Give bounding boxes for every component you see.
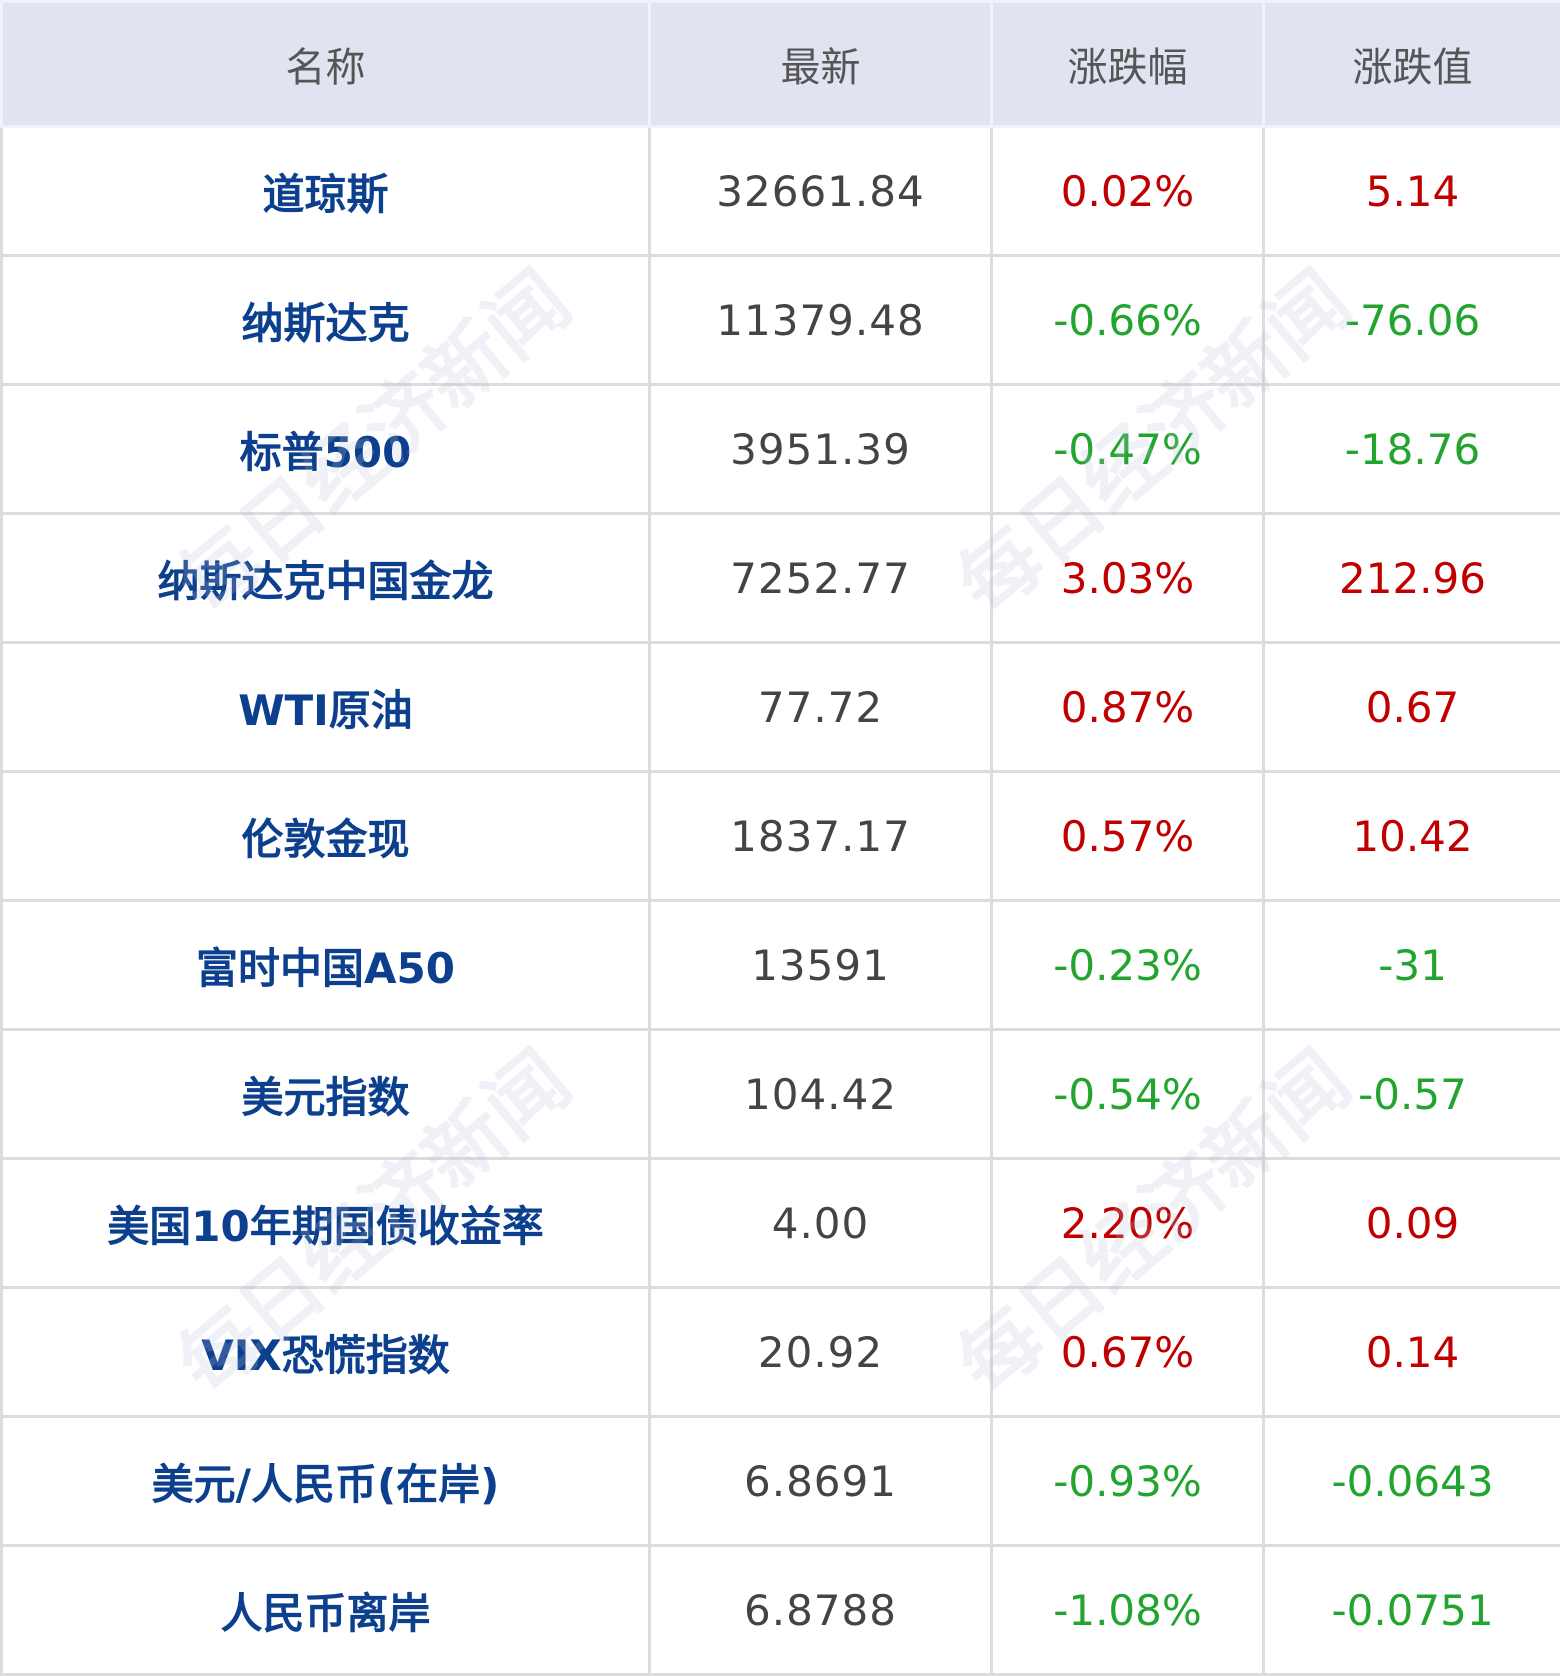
instrument-name: 富时中国A50 <box>2 901 650 1030</box>
last-price: 32661.84 <box>650 127 992 256</box>
last-price: 11379.48 <box>650 256 992 385</box>
header-change-pct: 涨跌幅 <box>992 2 1264 127</box>
last-price: 7252.77 <box>650 514 992 643</box>
change-value: 0.09 <box>1264 1159 1560 1288</box>
change-pct: -1.08% <box>992 1546 1264 1675</box>
change-value: -0.0751 <box>1264 1546 1560 1675</box>
instrument-name: 道琼斯 <box>2 127 650 256</box>
change-pct: -0.66% <box>992 256 1264 385</box>
change-value: -18.76 <box>1264 385 1560 514</box>
change-pct: 3.03% <box>992 514 1264 643</box>
change-value: -0.57 <box>1264 1030 1560 1159</box>
last-price: 20.92 <box>650 1288 992 1417</box>
last-price: 6.8788 <box>650 1546 992 1675</box>
instrument-name: WTI原油 <box>2 643 650 772</box>
table-row: 美元/人民币(在岸)6.8691-0.93%-0.0643 <box>2 1417 1560 1546</box>
last-price: 77.72 <box>650 643 992 772</box>
change-value: 5.14 <box>1264 127 1560 256</box>
last-price: 3951.39 <box>650 385 992 514</box>
instrument-name: 人民币离岸 <box>2 1546 650 1675</box>
change-pct: 2.20% <box>992 1159 1264 1288</box>
change-pct: 0.57% <box>992 772 1264 901</box>
last-price: 1837.17 <box>650 772 992 901</box>
change-pct: -0.54% <box>992 1030 1264 1159</box>
last-price: 4.00 <box>650 1159 992 1288</box>
instrument-name: 美元指数 <box>2 1030 650 1159</box>
last-price: 13591 <box>650 901 992 1030</box>
change-pct: -0.23% <box>992 901 1264 1030</box>
last-price: 104.42 <box>650 1030 992 1159</box>
change-value: -0.0643 <box>1264 1417 1560 1546</box>
change-pct: 0.67% <box>992 1288 1264 1417</box>
change-pct: 0.02% <box>992 127 1264 256</box>
change-value: 212.96 <box>1264 514 1560 643</box>
change-value: 0.67 <box>1264 643 1560 772</box>
change-value: -31 <box>1264 901 1560 1030</box>
instrument-name: VIX恐慌指数 <box>2 1288 650 1417</box>
change-pct: -0.47% <box>992 385 1264 514</box>
header-row: 名称 最新 涨跌幅 涨跌值 <box>2 2 1560 127</box>
header-change-value: 涨跌值 <box>1264 2 1560 127</box>
instrument-name: 纳斯达克 <box>2 256 650 385</box>
change-pct: 0.87% <box>992 643 1264 772</box>
instrument-name: 标普500 <box>2 385 650 514</box>
header-last: 最新 <box>650 2 992 127</box>
instrument-name: 伦敦金现 <box>2 772 650 901</box>
last-price: 6.8691 <box>650 1417 992 1546</box>
change-value: -76.06 <box>1264 256 1560 385</box>
instrument-name: 美国10年期国债收益率 <box>2 1159 650 1288</box>
change-value: 0.14 <box>1264 1288 1560 1417</box>
change-value: 10.42 <box>1264 772 1560 901</box>
change-pct: -0.93% <box>992 1417 1264 1546</box>
instrument-name: 纳斯达克中国金龙 <box>2 514 650 643</box>
header-name: 名称 <box>2 2 650 127</box>
instrument-name: 美元/人民币(在岸) <box>2 1417 650 1546</box>
